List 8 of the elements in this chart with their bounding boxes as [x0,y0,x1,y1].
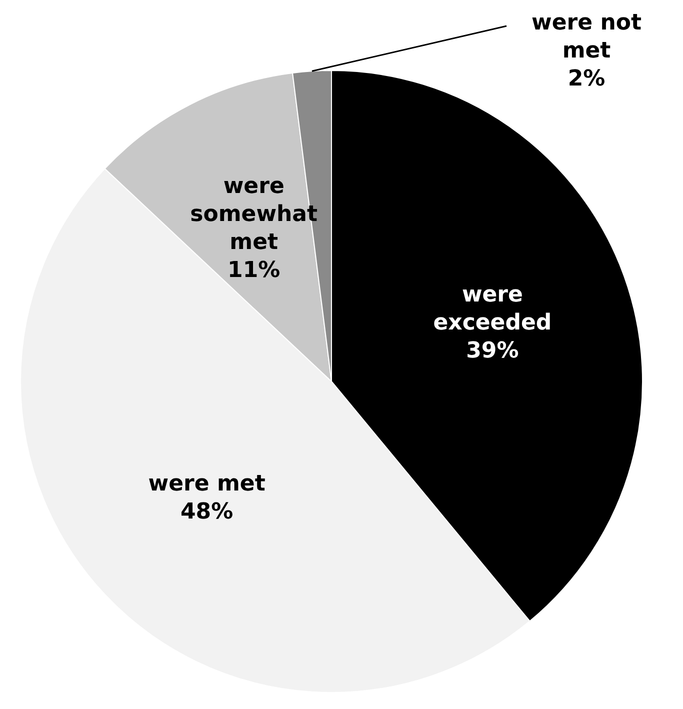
data-label: 2% [568,66,606,92]
data-label: 11% [228,258,280,283]
data-label: 39% [466,338,519,364]
slice-label: were met [148,471,266,496]
slice-label: were somewhat met [190,174,318,255]
data-label: 48% [180,499,234,524]
slice-label: were exceeded [433,282,552,336]
slice-label: were not met [532,10,642,64]
